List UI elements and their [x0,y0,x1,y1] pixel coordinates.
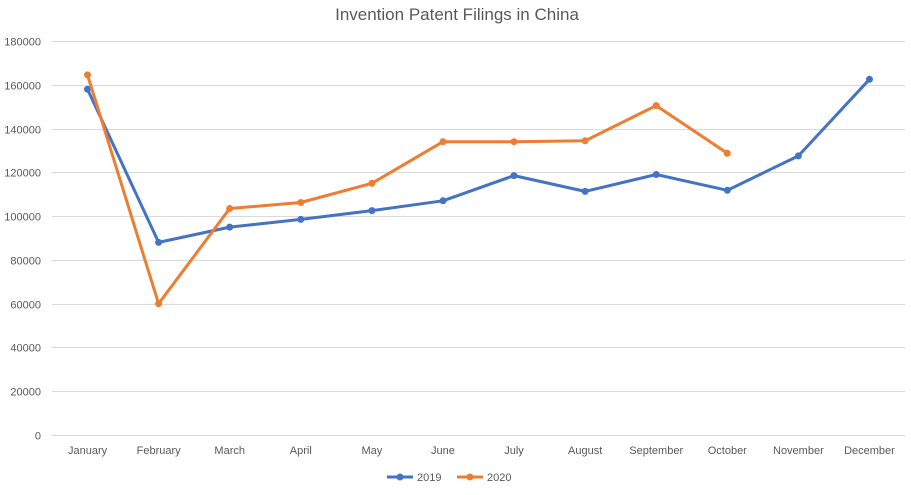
legend-item-2019: 2019 [387,472,441,484]
y-tick-label: 60000 [10,300,41,312]
x-axis-ticks: January February March April May June July Augu… [68,445,895,457]
legend: 2019 2020 [387,472,511,484]
y-tick-label: 180000 [4,37,41,49]
x-tick-label: May [361,445,382,457]
data-point-2020 [226,205,234,212]
legend-swatch-marker [396,473,404,481]
y-axis-ticks: 0 20000 40000 60000 80000 100000 120000 140000 1… [4,37,41,443]
data-point-2020 [297,199,305,206]
series-line-2019 [86,77,871,244]
x-tick-label: September [629,445,683,457]
series-line-2020 [86,73,729,306]
data-point-2020 [439,138,447,146]
data-point-2019 [510,172,518,180]
series-lines [84,71,873,308]
y-tick-label: 80000 [10,256,41,268]
legend-swatch-marker [466,473,474,481]
data-point-2020 [368,179,376,187]
data-point-2020 [84,71,91,79]
data-point-2019 [439,197,447,205]
chart-title: Invention Patent Filings in China [335,5,579,24]
x-tick-label: October [708,445,747,457]
series-2020 [84,71,731,308]
data-point-2020 [510,138,518,146]
y-tick-label: 140000 [4,125,41,137]
gridlines [52,41,905,436]
data-point-2020 [723,149,731,157]
y-tick-label: 100000 [4,212,41,224]
data-point-2019 [155,238,163,246]
series-2019 [84,75,873,246]
x-tick-label: February [137,445,182,457]
data-point-2019 [297,215,305,223]
data-point-2019 [652,171,660,178]
x-tick-label: August [568,445,602,457]
legend-label: 2019 [417,472,441,484]
y-tick-label: 0 [35,431,41,443]
data-point-2020 [652,102,660,110]
x-tick-label: April [290,445,312,457]
x-tick-label: June [431,445,455,457]
x-tick-label: July [504,445,524,457]
y-tick-label: 160000 [4,81,41,93]
y-tick-label: 20000 [10,387,41,399]
data-point-2019 [794,152,802,160]
data-point-2019 [84,85,91,93]
x-tick-label: January [68,445,108,457]
legend-label: 2020 [487,472,511,484]
data-point-2019 [723,186,731,194]
data-point-2019 [226,223,234,231]
legend-item-2020: 2020 [457,472,511,484]
x-tick-label: March [214,445,245,457]
data-point-2019 [581,187,589,195]
x-tick-label: December [844,445,895,457]
y-tick-label: 120000 [4,168,41,180]
data-point-2020 [581,137,589,145]
data-point-2019 [866,75,873,83]
data-point-2020 [155,300,163,308]
x-tick-label: November [773,445,824,457]
data-point-2019 [368,207,376,215]
y-tick-label: 40000 [10,343,41,355]
